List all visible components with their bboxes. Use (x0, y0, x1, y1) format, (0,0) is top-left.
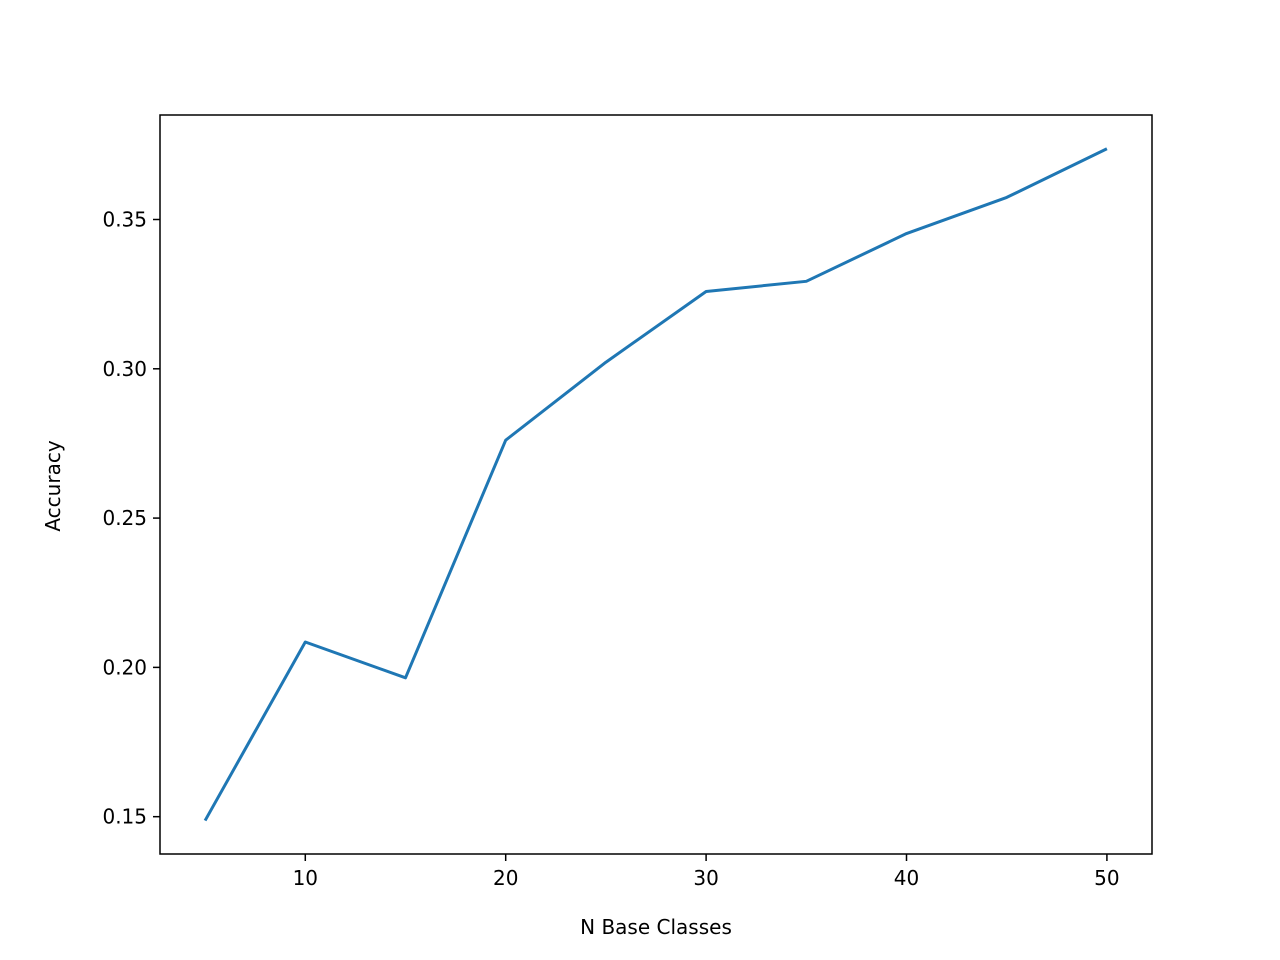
y-tick-label: 0.25 (102, 506, 147, 530)
x-axis-label: N Base Classes (580, 915, 732, 939)
data-line (203, 147, 1108, 822)
y-tick-label: 0.35 (102, 208, 147, 232)
x-tick-label: 30 (693, 866, 718, 890)
y-tick-label: 0.15 (102, 805, 147, 829)
x-tick-label: 40 (894, 866, 919, 890)
plot-frame (159, 114, 1153, 855)
y-axis-label: Accuracy (41, 440, 65, 531)
y-tick-label: 0.20 (102, 655, 147, 679)
x-tick-label: 20 (493, 866, 518, 890)
x-tick-label: 10 (293, 866, 318, 890)
y-tick-label: 0.30 (102, 357, 147, 381)
x-tick-label: 50 (1094, 866, 1119, 890)
